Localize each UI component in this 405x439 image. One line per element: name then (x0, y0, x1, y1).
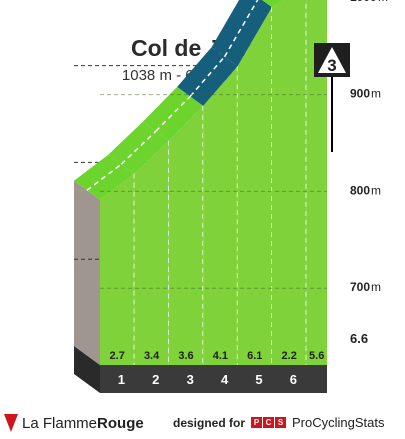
gradient-label: 5.6 (309, 350, 324, 362)
segment-face (168, 105, 204, 366)
gradient-label: 3.6 (178, 350, 193, 362)
segment-ridge-line (223, 0, 259, 58)
segment-face (306, 0, 327, 365)
km-marker-label: 3 (187, 372, 194, 387)
brand-name: La FlammeRouge (22, 414, 144, 432)
altitude-tick-label: 1000 (350, 0, 377, 4)
category-number: 3 (327, 56, 336, 75)
profile-side-wall (74, 180, 100, 365)
gradient-label: 2.2 (282, 350, 297, 362)
end-km-label: 6.6 (350, 331, 368, 346)
altitude-tick-label: 800 (350, 183, 370, 197)
segment-face (100, 173, 135, 365)
segment-top (142, 86, 204, 141)
altitude-unit: m (378, 0, 388, 4)
segment-ridge-line (155, 95, 191, 132)
segment-top (108, 121, 169, 174)
segment-top (211, 0, 272, 67)
flamme-rouge-flag-icon (4, 414, 18, 432)
segment-ridge-line (86, 163, 122, 191)
altitude-tick-label: 700 (350, 280, 370, 294)
km-marker-label: 1 (118, 372, 125, 387)
altitude-unit: m (371, 280, 381, 294)
segment-face (237, 7, 272, 365)
km-marker-label: 5 (255, 372, 262, 387)
segment-face (271, 0, 307, 365)
laflammerouge-logo[interactable]: La FlammeRouge (4, 414, 144, 432)
climb-profile-chart: Col de Jambaz 1038 m - 6.6 Km at 3.9 % 2… (74, 0, 388, 393)
procyclingstats-link[interactable]: ProCyclingStats (292, 415, 385, 430)
km-marker-label: 4 (221, 372, 229, 387)
segment-ridge-line (120, 130, 157, 165)
category-triangle-icon (318, 47, 346, 73)
altitude-unit: m (371, 87, 381, 101)
km-base-bar-side (74, 346, 100, 393)
km-base-bar (100, 365, 327, 393)
segment-face (203, 66, 238, 365)
altitude-unit: m (371, 183, 381, 197)
gradient-label: 6.1 (247, 350, 262, 362)
gradient-label: 2.7 (110, 350, 125, 362)
km-marker-label: 2 (152, 372, 159, 387)
gradient-label: 3.4 (144, 350, 160, 362)
profile-area: 2.73.43.64.16.12.25.6123456700m800m900m1… (74, 0, 388, 393)
km-marker-label: 6 (290, 372, 297, 387)
segment-top (262, 0, 284, 8)
altitude-tick-label: 900 (350, 87, 370, 101)
designed-for-label: designed for (173, 415, 246, 430)
segment-top (177, 47, 238, 106)
segment-face (134, 140, 169, 365)
gradient-label: 4.1 (213, 350, 228, 362)
